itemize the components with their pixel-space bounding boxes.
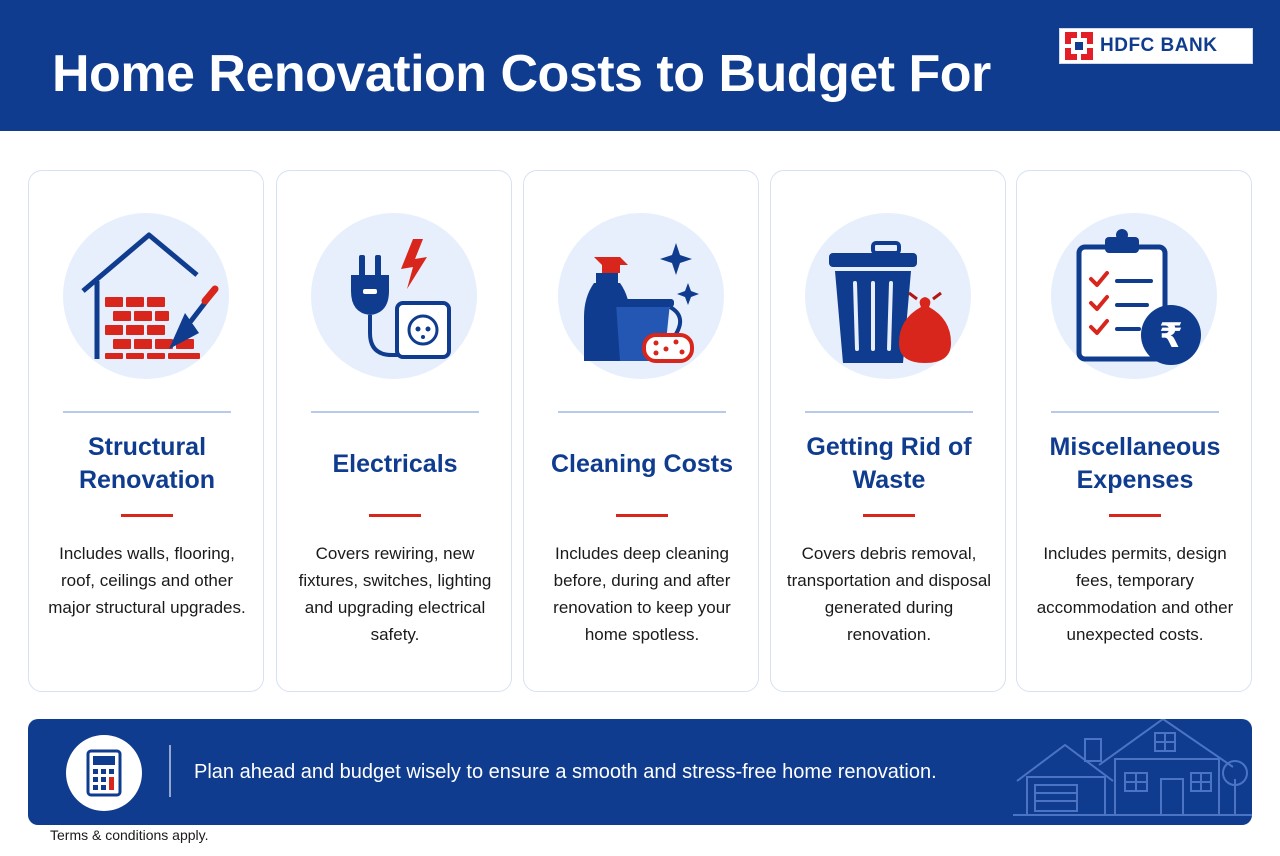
banner-separator [169, 745, 171, 797]
card-description: Includes deep cleaning before, during an… [553, 544, 731, 644]
icon-circle [311, 213, 477, 379]
card-description: Covers debris removal, transportation an… [786, 544, 992, 644]
card-title: Getting Rid of Waste [806, 433, 972, 494]
house-bricks-trowel-icon [81, 232, 219, 359]
cost-cards: Structural Renovation Includes walls, fl… [28, 170, 1252, 692]
icon-circle [63, 213, 229, 379]
hdfc-logo-mark-icon [1065, 32, 1093, 60]
accent-bar [121, 514, 173, 517]
calculator-badge [66, 735, 142, 811]
divider [558, 411, 726, 413]
logo-text: HDFC BANK [1100, 35, 1218, 56]
hdfc-bank-logo[interactable]: HDFC BANK [1059, 28, 1253, 64]
card-description: Covers rewiring, new fixtures, switches,… [298, 544, 492, 644]
houses-outline-icon [1013, 719, 1252, 816]
svg-text:₹: ₹ [1159, 316, 1183, 356]
spray-bucket-sponge-icon [584, 243, 699, 363]
card-description: Includes permits, design fees, temporary… [1036, 544, 1234, 644]
accent-bar [616, 514, 668, 517]
icon-circle: ₹ [1051, 213, 1217, 379]
header-bar: Home Renovation Costs to Budget For HDFC… [0, 0, 1280, 131]
plug-socket-icon [351, 239, 451, 359]
terms-note: Terms & conditions apply. [50, 827, 209, 843]
divider [311, 411, 479, 413]
trash-bin-bag-icon [829, 241, 951, 363]
card-miscellaneous-expenses: ₹ Miscellaneous Expenses Includes permit… [1016, 170, 1252, 692]
card-cleaning-costs: Cleaning Costs Includes deep cleaning be… [523, 170, 759, 692]
icon-circle [558, 213, 724, 379]
accent-bar [369, 514, 421, 517]
card-description: Includes walls, flooring, roof, ceilings… [48, 544, 246, 617]
card-title: Miscellaneous Expenses [1049, 433, 1221, 494]
card-title: Cleaning Costs [551, 449, 733, 478]
icon-circle [805, 213, 971, 379]
card-structural-renovation: Structural Renovation Includes walls, fl… [28, 170, 264, 692]
tip-banner: Plan ahead and budget wisely to ensure a… [28, 719, 1252, 825]
accent-bar [863, 514, 915, 517]
card-electricals: Electricals Covers rewiring, new fixture… [276, 170, 512, 692]
card-getting-rid-of-waste: Getting Rid of Waste Covers debris remov… [770, 170, 1006, 692]
accent-bar [1109, 514, 1161, 517]
calculator-icon [86, 749, 122, 797]
divider [805, 411, 973, 413]
card-title: Electricals [332, 449, 458, 478]
divider [1051, 411, 1219, 413]
card-title: Structural Renovation [78, 433, 216, 494]
checklist-rupee-icon: ₹ [1076, 229, 1201, 365]
divider [63, 411, 231, 413]
banner-text: Plan ahead and budget wisely to ensure a… [194, 761, 937, 783]
page-title: Home Renovation Costs to Budget For [52, 45, 991, 103]
